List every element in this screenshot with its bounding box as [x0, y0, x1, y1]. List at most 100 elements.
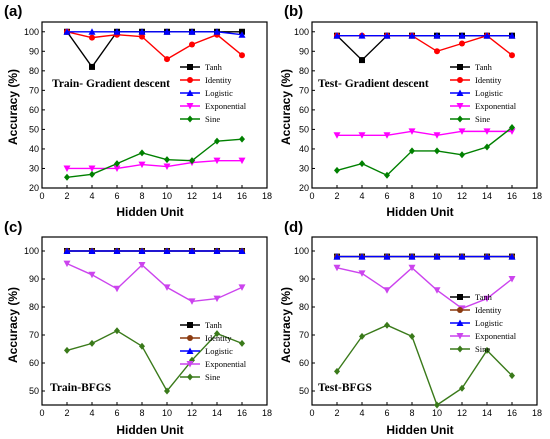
data-point-exponential — [333, 132, 341, 139]
data-point-sine — [64, 346, 70, 354]
x-tick-label: 16 — [237, 191, 247, 201]
data-point-exponential — [138, 262, 146, 269]
data-point-exponential — [163, 163, 171, 171]
x-tick-label: 12 — [457, 191, 467, 201]
data-point-logistic — [188, 247, 196, 254]
data-point-logistic — [433, 253, 441, 260]
data-point-exponential — [63, 165, 71, 172]
series-line-identity — [66, 31, 243, 60]
y-tick-label: 40 — [29, 144, 39, 154]
data-point-logistic — [113, 28, 121, 35]
y-tick-label: 90 — [29, 46, 39, 56]
series-line-tanh — [336, 34, 512, 62]
legend-marker-sine — [457, 345, 463, 353]
x-tick-label: 8 — [139, 408, 144, 418]
data-point-sine — [64, 173, 70, 181]
y-axis-label: Accuracy (%) — [279, 287, 293, 363]
data-point-exponential — [188, 298, 196, 305]
panel-letter: (a) — [4, 3, 22, 20]
data-point-sine — [139, 149, 145, 157]
y-tick-label: 40 — [299, 144, 309, 154]
panel-title: Test- Gradient descent — [318, 78, 429, 90]
x-tick-label: 16 — [507, 408, 517, 418]
data-point-sine — [484, 346, 490, 354]
data-point-logistic — [408, 253, 416, 260]
panel-title: Train- Gradient descent — [52, 78, 170, 90]
legend-label-identity: Identity — [205, 333, 232, 343]
data-point-exponential — [508, 128, 516, 135]
data-point-exponential — [213, 295, 221, 303]
legend-marker-sine — [457, 115, 463, 123]
data-point-identity — [189, 41, 195, 48]
x-tick-label: 2 — [334, 408, 339, 418]
x-axis-label: Hidden Unit — [386, 205, 453, 219]
data-point-exponential — [333, 264, 341, 272]
data-point-sine — [484, 143, 490, 151]
y-tick-label: 90 — [29, 274, 39, 284]
series-line-exponential — [336, 266, 513, 310]
data-point-identity — [139, 33, 145, 40]
legend-marker-tanh — [457, 294, 463, 300]
legend-label-tanh: Tanh — [205, 320, 223, 330]
legend-marker-logistic — [456, 89, 464, 96]
series-line-exponential — [67, 159, 242, 170]
legend-marker-sine — [187, 115, 193, 123]
data-point-exponential — [433, 287, 441, 294]
legend-label-exponential: Exponential — [475, 101, 517, 111]
data-point-logistic — [333, 253, 341, 260]
x-tick-label: 0 — [309, 191, 314, 201]
legend: Tanh Identity Logistic Exponential Sine — [180, 320, 247, 382]
series-line-sine — [336, 324, 513, 407]
legend-marker-tanh — [187, 64, 193, 70]
data-point-exponential — [383, 287, 391, 294]
legend-marker-exponential — [186, 103, 194, 110]
legend-marker-sine — [187, 373, 193, 381]
y-tick-label: 60 — [299, 358, 309, 368]
legend-label-sine: Sine — [475, 114, 490, 124]
data-point-exponential — [408, 128, 416, 135]
panel-title: Test-BFGS — [318, 382, 372, 394]
y-tick-label: 50 — [299, 124, 309, 134]
data-point-sine — [434, 147, 440, 155]
series-line-exponential — [337, 130, 512, 136]
y-tick-label: 50 — [299, 386, 309, 396]
data-point-sine — [164, 387, 170, 395]
y-tick-label: 20 — [29, 183, 39, 193]
x-axis-label: Hidden Unit — [116, 205, 183, 219]
x-tick-label: 6 — [114, 408, 119, 418]
data-point-identity — [434, 48, 440, 55]
data-point-identity — [509, 52, 515, 59]
legend-label-logistic: Logistic — [475, 88, 503, 98]
legend-label-identity: Identity — [475, 75, 502, 85]
data-point-logistic — [508, 32, 516, 39]
legend-marker-identity — [187, 77, 193, 83]
legend-marker-logistic — [456, 319, 464, 326]
data-point-logistic — [358, 32, 366, 39]
legend-label-logistic: Logistic — [475, 318, 503, 328]
legend-marker-exponential — [456, 333, 464, 340]
data-point-sine — [434, 401, 440, 409]
data-point-sine — [359, 332, 365, 340]
x-tick-label: 4 — [89, 408, 94, 418]
data-point-logistic — [188, 28, 196, 35]
legend-label-logistic: Logistic — [205, 346, 233, 356]
legend: Tanh Identity Logistic Exponential Sine — [450, 62, 517, 124]
legend-label-exponential: Exponential — [205, 359, 247, 369]
data-point-sine — [164, 156, 170, 164]
data-point-logistic — [458, 253, 466, 260]
data-point-identity — [239, 52, 245, 59]
y-axis-label: Accuracy (%) — [6, 69, 20, 145]
data-point-exponential — [238, 157, 246, 165]
data-point-tanh — [359, 57, 365, 64]
data-point-sine — [114, 160, 120, 168]
legend-marker-exponential — [186, 361, 194, 368]
data-point-sine — [409, 147, 415, 155]
legend-label-sine: Sine — [205, 372, 220, 382]
data-point-exponential — [88, 271, 96, 279]
data-point-exponential — [88, 165, 96, 172]
data-point-logistic — [483, 253, 491, 260]
x-tick-label: 8 — [409, 408, 414, 418]
data-point-logistic — [213, 28, 221, 35]
x-tick-label: 2 — [64, 408, 69, 418]
